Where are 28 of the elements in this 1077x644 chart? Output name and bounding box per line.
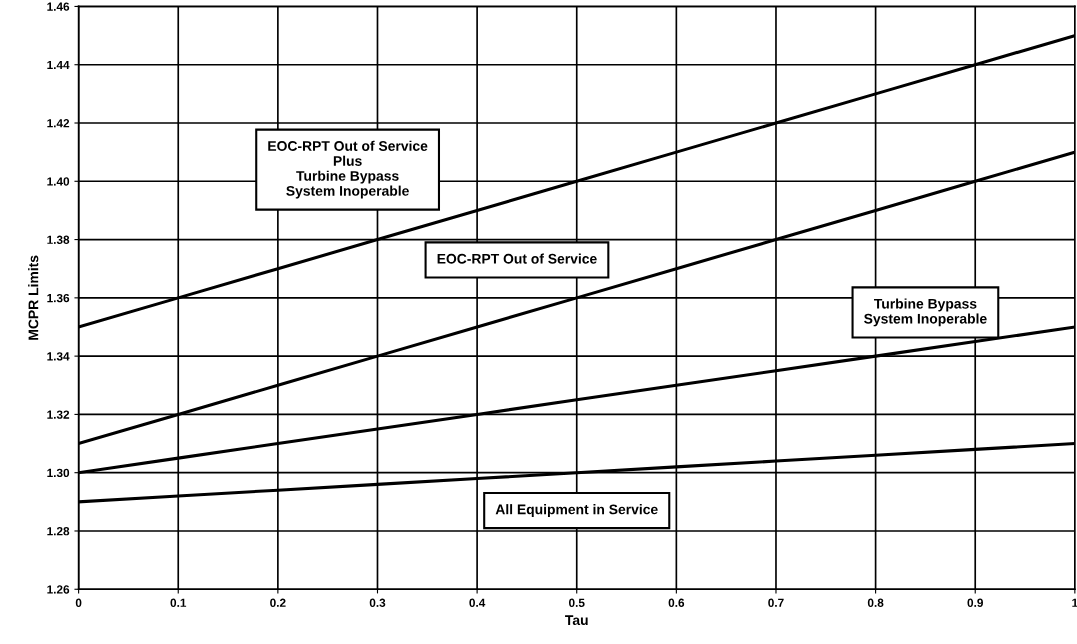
series-label: All Equipment in Service bbox=[495, 504, 658, 518]
x-tick-label: 0.1 bbox=[170, 598, 187, 607]
y-tick-label: 1.26 bbox=[47, 585, 70, 594]
y-tick-label: 1.32 bbox=[47, 410, 70, 419]
x-tick-label: 0.7 bbox=[768, 598, 784, 607]
x-tick-label: 0.4 bbox=[469, 598, 486, 607]
y-tick-label: 1.28 bbox=[47, 527, 70, 536]
x-tick-label: 0.8 bbox=[867, 598, 884, 607]
y-tick-label: 1.46 bbox=[47, 2, 70, 11]
y-tick-label: 1.36 bbox=[47, 293, 70, 303]
y-tick-label: 1.44 bbox=[47, 60, 70, 69]
x-tick-label: 1 bbox=[1072, 598, 1077, 607]
x-axis-title: Tau bbox=[565, 615, 588, 626]
x-tick-label: 0.5 bbox=[569, 598, 585, 607]
series-label: EOC-RPT Out of Service bbox=[437, 253, 597, 264]
y-tick-label: 1.42 bbox=[47, 119, 70, 128]
x-tick-label: 0.9 bbox=[967, 598, 983, 607]
x-tick-label: 0.6 bbox=[668, 598, 685, 607]
y-tick-label: 1.30 bbox=[47, 468, 70, 478]
y-axis-title: MCPR Limits bbox=[28, 255, 39, 340]
y-tick-label: 1.38 bbox=[47, 235, 70, 244]
x-tick-label: 0.3 bbox=[369, 598, 386, 607]
x-tick-label: 0 bbox=[75, 598, 82, 607]
y-tick-label: 1.34 bbox=[47, 352, 70, 361]
series-label: Turbine Bypass System Inoperable bbox=[864, 298, 987, 327]
series-label: EOC-RPT Out of Service Plus Turbine Bypass System Inoperable bbox=[268, 140, 428, 199]
x-tick-label: 0.2 bbox=[270, 598, 286, 607]
y-tick-label: 1.40 bbox=[47, 177, 70, 186]
